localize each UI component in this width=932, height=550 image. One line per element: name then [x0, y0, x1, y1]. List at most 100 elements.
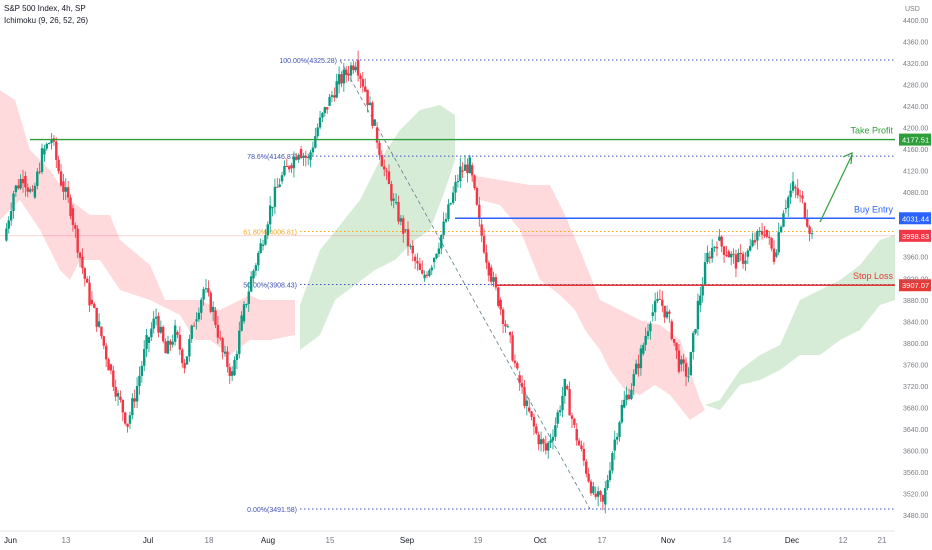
candle-body: [178, 334, 182, 350]
candle-body: [157, 315, 160, 333]
candle-body: [810, 233, 814, 235]
candle-217: [518, 371, 521, 391]
candle-body: [653, 300, 657, 313]
candle-body: [323, 107, 327, 114]
candle-326: [777, 222, 780, 256]
candle-body: [473, 175, 476, 189]
candle-52: [126, 423, 129, 433]
candle-body: [606, 479, 609, 489]
candle-body: [55, 141, 58, 160]
candle-270: [644, 327, 647, 351]
candle-57: [138, 366, 141, 395]
price-tick-label: 4120.00: [903, 169, 928, 176]
candle-body: [768, 236, 771, 238]
candle-259: [618, 420, 621, 442]
candle-97: [233, 356, 236, 377]
candle-body: [542, 439, 545, 444]
candle-body: [349, 65, 353, 76]
candle-body: [459, 166, 462, 181]
candle-body: [207, 288, 210, 293]
candle-47: [114, 379, 117, 401]
candle-156: [373, 119, 376, 127]
candle-body: [214, 310, 217, 325]
candle-77: [185, 356, 189, 366]
candle-body: [665, 311, 669, 318]
candle-205: [489, 264, 493, 286]
candle-body: [28, 189, 32, 192]
candle-333: [794, 184, 797, 198]
candle-112: [268, 196, 272, 233]
candle-body: [223, 351, 227, 354]
candle-12: [31, 185, 34, 192]
candle-body: [152, 318, 155, 329]
candle-body: [779, 226, 783, 233]
candle-body: [708, 256, 712, 259]
candle-body: [447, 204, 450, 220]
time-tick-label: 19: [474, 536, 483, 545]
candle-body: [31, 189, 34, 191]
candle-173: [413, 253, 417, 269]
candle-body: [787, 197, 790, 208]
candle-119: [285, 159, 288, 168]
candle-body: [644, 336, 647, 345]
candle-body: [718, 236, 721, 241]
candle-body: [143, 349, 146, 366]
candle-body: [342, 69, 346, 84]
candle-88: [211, 301, 215, 322]
candle-body: [176, 332, 179, 335]
candle-body: [454, 182, 457, 193]
candle-body: [691, 333, 695, 353]
time-tick-label: 21: [878, 536, 887, 545]
candle-body: [261, 244, 265, 246]
candle-172: [411, 240, 414, 262]
candle-body: [257, 252, 260, 266]
candle-body: [513, 360, 517, 364]
candle-295: [703, 252, 707, 286]
candle-body: [145, 334, 148, 350]
candle-body: [114, 386, 117, 397]
candle-body: [675, 342, 678, 351]
candle-body: [124, 412, 127, 424]
candle-291: [694, 328, 697, 335]
candle-body: [687, 376, 690, 378]
candle-276: [658, 289, 662, 300]
candle-body: [240, 315, 243, 331]
candle-20: [50, 133, 53, 150]
candle-body: [689, 352, 692, 376]
candle-body: [449, 203, 452, 205]
candle-body: [437, 248, 441, 254]
candle-98: [235, 350, 239, 369]
candle-285: [680, 355, 683, 372]
candle-body: [306, 157, 310, 159]
candle-66: [159, 320, 163, 335]
candle-body: [758, 230, 761, 232]
candle-body: [803, 202, 807, 218]
price-tick-label: 3640.00: [903, 427, 928, 434]
candle-body: [90, 299, 94, 304]
candle-160: [383, 159, 386, 177]
candle-5: [14, 184, 18, 197]
candle-8: [21, 169, 25, 193]
candle-body: [119, 396, 122, 400]
candle-body: [577, 440, 581, 446]
candle-body: [66, 187, 70, 198]
candle-body: [432, 257, 436, 263]
candle-210: [501, 307, 505, 334]
candle-body: [525, 400, 529, 406]
candle-body: [356, 60, 360, 76]
candle-body: [252, 270, 255, 279]
candle-body: [64, 187, 67, 192]
candle-126: [302, 152, 305, 166]
stop-loss-label: Stop Loss: [853, 271, 894, 281]
candle-252: [601, 494, 605, 511]
candle-193: [461, 162, 464, 178]
candle-322: [768, 231, 771, 245]
candle-36: [88, 275, 91, 313]
candle-104: [249, 271, 253, 293]
candle-74: [178, 326, 182, 356]
candle-body: [442, 221, 445, 236]
candle-310: [739, 244, 742, 261]
candle-body: [537, 434, 540, 445]
candle-29: [71, 204, 75, 232]
